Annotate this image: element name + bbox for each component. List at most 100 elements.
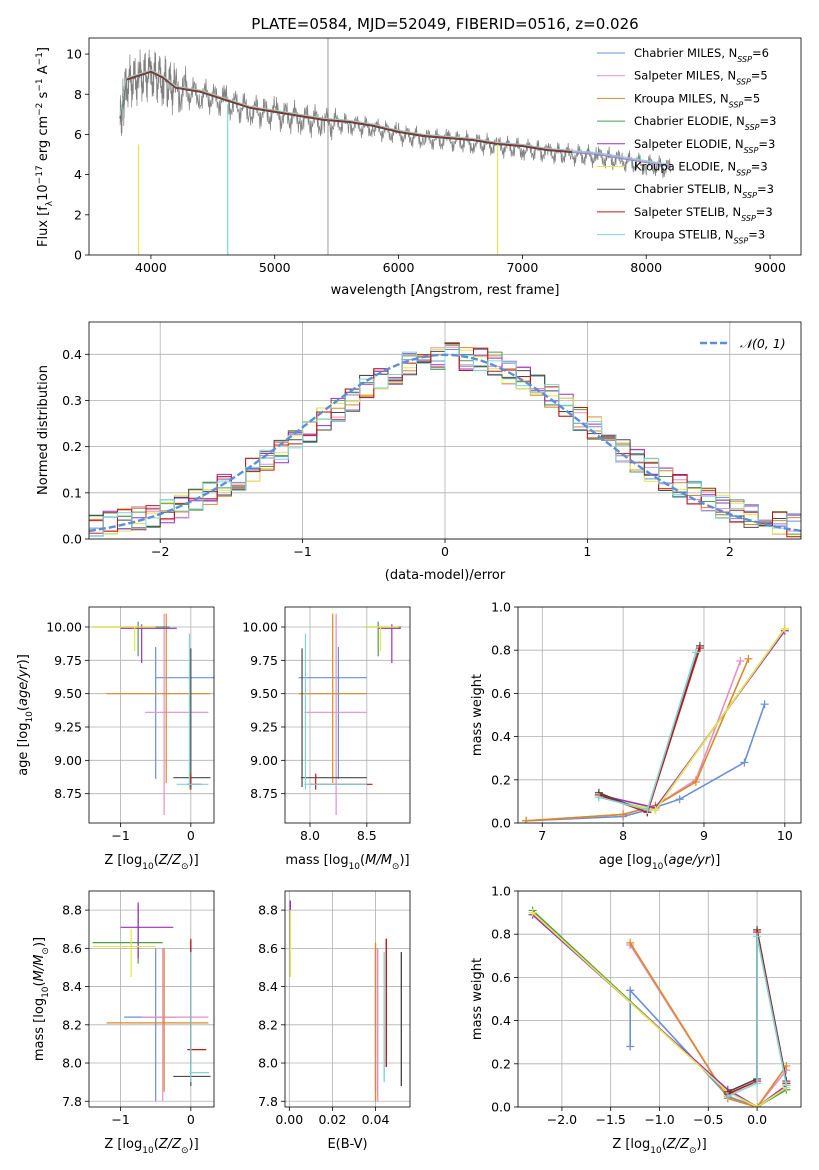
series-kroupa-miles-line — [526, 658, 750, 822]
series-kroupa-stelib-line — [598, 652, 697, 811]
model-spectrum-line — [119, 70, 572, 152]
y-tick-label: 9.50 — [250, 686, 278, 701]
y-tick-label: 9.00 — [250, 753, 278, 768]
axes-frame — [284, 890, 411, 1108]
x-tick-label: −1.5 — [596, 1112, 626, 1127]
x-axis-label: E(B-V) — [327, 1137, 367, 1152]
y-tick-label: 9.00 — [54, 753, 82, 768]
y-tick-label: 9.25 — [54, 720, 82, 735]
axes-frame — [517, 606, 802, 824]
y-tick-label: 8.8 — [62, 903, 82, 918]
plot-area — [298, 613, 401, 815]
y-tick-label: 8.6 — [62, 941, 82, 956]
plot-area — [522, 624, 789, 823]
series-salpeter-miles-line — [526, 660, 742, 822]
series-kroupa-elodie-line — [532, 912, 787, 1107]
y-axis-label: mass [log10(M/M⊙)] — [32, 937, 51, 1061]
y-tick-label: 6 — [74, 127, 82, 142]
histogram-step-line — [89, 344, 801, 537]
series-kroupa-elodie-marker — [780, 624, 789, 633]
x-tick-label: −1 — [293, 544, 311, 559]
x-tick-label: 7 — [538, 828, 546, 843]
y-tick-label: 9.50 — [54, 686, 82, 701]
series-kroupa-stelib-marker — [691, 648, 700, 657]
plot-area — [119, 38, 672, 255]
series-kroupa-miles-marker — [522, 816, 531, 823]
series-salpeter-miles-marker — [736, 657, 745, 665]
x-axis-label: age [log10(age/yr)] — [599, 853, 721, 872]
x-tick-label: 1 — [583, 544, 591, 559]
model-spectrum-line — [119, 71, 572, 153]
y-tick-label: 0.1 — [62, 485, 82, 500]
legend-label: Salpeter STELIB, NSSP=3 — [634, 205, 773, 223]
x-tick-label: 6000 — [383, 260, 415, 275]
plot-area — [92, 613, 214, 815]
x-tick-label: −1 — [111, 1112, 129, 1127]
series-kroupa-miles-line — [629, 942, 788, 1107]
plot-area — [89, 342, 801, 538]
legend-label: 𝒩(0, 1) — [740, 336, 786, 351]
x-tick-label: 0.00 — [275, 1112, 303, 1127]
y-tick-label: 0.0 — [491, 1100, 511, 1115]
y-tick-label: 4 — [74, 167, 82, 182]
age-vs-mass-panel: 8.0 8.5 8.75 9.00 9.25 9.50 9.75 10.00 mass [log… — [242, 606, 411, 872]
series-kroupa-elodie-marker — [753, 1103, 762, 1107]
legend-label: Chabrier STELIB, NSSP=3 — [634, 182, 774, 200]
x-tick-label: 5000 — [259, 260, 291, 275]
y-tick-label: 8.2 — [258, 1017, 278, 1032]
x-tick-label: 0.0 — [747, 1112, 767, 1127]
x-tick-label: 0 — [187, 1112, 195, 1127]
y-tick-label: 0.8 — [491, 643, 511, 658]
y-tick-label: 8.0 — [62, 1056, 82, 1071]
y-tick-label: 8 — [74, 87, 82, 102]
mass-vs-ebv-panel: 0.00 0.02 0.04 7.8 8.0 8.2 8.4 8.6 8.8 E(B-V) — [258, 890, 411, 1152]
plot-area — [92, 902, 211, 1102]
series-kroupa-stelib-marker — [753, 1079, 762, 1088]
normal-curve — [89, 353, 801, 533]
x-tick-label: 8000 — [630, 260, 662, 275]
series-kroupa-stelib-line — [727, 936, 788, 1097]
legend-label: Chabrier ELODIE, NSSP=3 — [634, 114, 776, 132]
series-chabrier-miles-marker — [626, 986, 635, 995]
spectrum-panel: 4000 5000 6000 7000 8000 9000 0 2 4 6 8 10 Chabrier … — [35, 37, 802, 298]
x-tick-label: 2 — [726, 544, 734, 559]
y-tick-label: 8.75 — [250, 786, 278, 801]
axes-frame — [88, 37, 802, 256]
x-tick-label: 9 — [700, 828, 708, 843]
legend-label: Salpeter MILES, NSSP=5 — [634, 69, 768, 87]
y-tick-label: 8.6 — [258, 941, 278, 956]
y-tick-label: 7.8 — [62, 1094, 82, 1109]
y-tick-label: 8.75 — [54, 786, 82, 801]
y-axis-label: mass weight — [470, 958, 485, 1040]
y-tick-label: 8.4 — [62, 979, 82, 994]
y-tick-label: 10.00 — [242, 620, 278, 635]
mass-weight-vs-metallicity-panel: −2.0 −1.5 −1.0 −0.5 0.0 0.0 0.2 0.4 0.6 0.8 1.0 Z [… — [470, 884, 802, 1156]
y-tick-label: 8.0 — [258, 1056, 278, 1071]
model-spectrum-line — [119, 70, 572, 152]
axes-frame — [284, 606, 411, 824]
x-tick-label: 0.04 — [362, 1112, 390, 1127]
series-kroupa-miles-marker — [691, 777, 700, 786]
series-chabrier-miles-marker — [675, 795, 684, 804]
axes-frame — [88, 890, 215, 1108]
y-tick-label: 10.00 — [46, 620, 82, 635]
y-tick-label: 0.0 — [491, 816, 511, 831]
y-tick-label: 0.6 — [491, 970, 511, 985]
y-tick-label: 0 — [74, 248, 82, 263]
y-tick-label: 0.2 — [491, 1056, 511, 1071]
legend-label: Kroupa STELIB, NSSP=3 — [634, 228, 765, 246]
y-axis-label: Flux [fλ10−17 erg cm−2 s−1 A−1] — [35, 47, 55, 247]
y-tick-label: 9.75 — [250, 653, 278, 668]
x-tick-label: 10 — [777, 828, 793, 843]
x-tick-label: 9000 — [754, 260, 786, 275]
series-kroupa-miles-marker — [626, 938, 635, 947]
y-tick-label: 0.2 — [491, 772, 511, 787]
y-tick-label: 0.4 — [491, 1013, 511, 1028]
figure-title: PLATE=0584, MJD=52049, FIBERID=0516, z=0… — [251, 15, 638, 33]
x-tick-label: −1 — [111, 828, 129, 843]
axes-frame — [88, 606, 215, 824]
x-tick-label: 7000 — [506, 260, 538, 275]
x-tick-label: −0.5 — [693, 1112, 723, 1127]
x-axis-label: Z [log10(Z/Z⊙)] — [104, 1137, 198, 1156]
